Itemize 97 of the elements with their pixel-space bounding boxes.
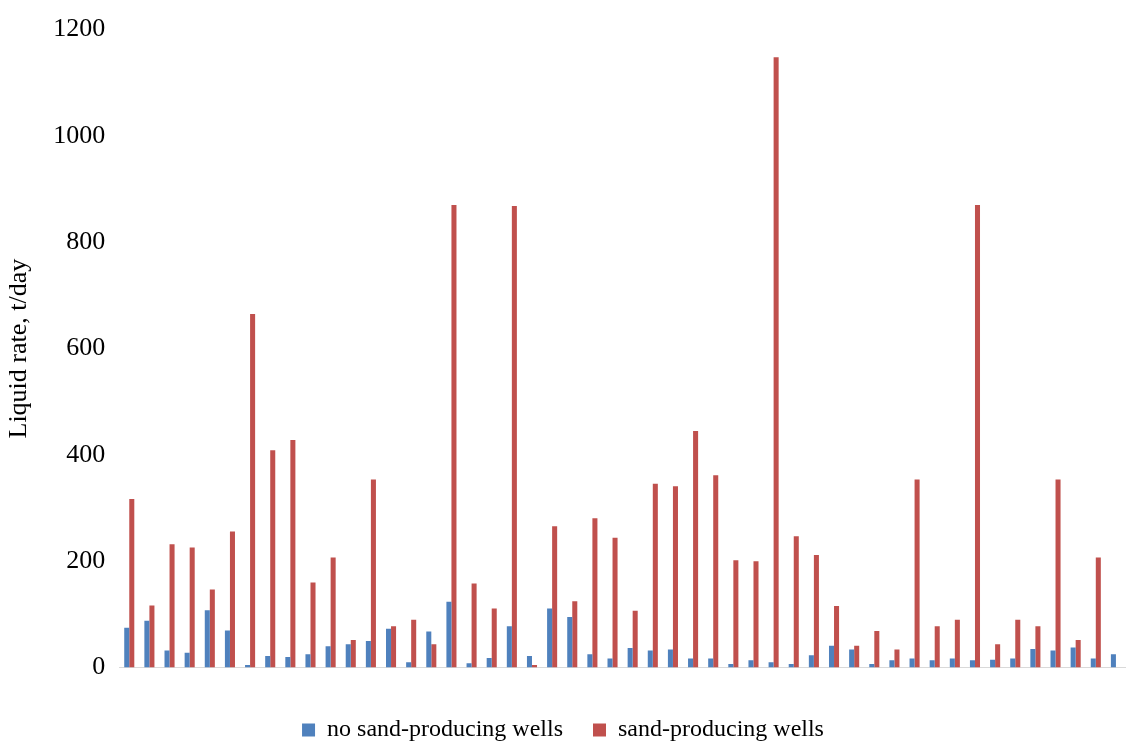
bar [365,641,371,668]
bar [149,605,155,668]
bar [753,561,759,668]
bar [451,205,457,668]
bar [693,431,699,668]
bar [370,479,376,668]
bar [224,630,230,668]
bar [828,645,835,668]
bar [526,655,532,668]
bar [270,450,276,668]
bar [854,645,860,668]
bar [974,205,981,668]
bar [386,628,392,668]
bar [768,662,774,668]
bar [894,649,900,668]
y-tick-label: 200 [66,545,106,575]
bar [995,644,1001,668]
bar [446,601,452,668]
bar [627,647,633,668]
bar [350,639,356,668]
bar [793,536,799,668]
y-tick-label: 400 [66,438,106,468]
y-tick-label: 0 [92,651,106,681]
bar [290,440,296,668]
bar [592,518,598,668]
bar [954,619,960,668]
bar [808,655,814,668]
bar [914,479,920,668]
bar [124,627,130,668]
y-tick-label: 1200 [53,13,106,43]
bar [285,656,291,668]
bar [813,554,819,668]
bar [209,589,215,668]
bar [889,660,895,668]
bar [250,314,256,668]
bar [310,582,316,668]
bar [330,557,336,668]
bar [934,626,940,668]
bar [406,662,412,668]
bar [572,601,578,668]
legend-label: sand-producing wells [618,715,824,742]
bar [969,660,975,668]
bar [652,483,658,668]
bar [547,608,553,668]
bar [1050,650,1056,668]
bar [204,610,210,668]
bar [834,605,840,668]
bar [506,626,512,668]
bar [511,206,517,668]
bar [849,649,855,668]
bar [391,626,397,668]
bar [1075,639,1081,668]
bar [325,646,331,668]
bar [184,652,190,668]
bar [466,663,472,668]
bar [713,475,719,668]
y-tick-label: 800 [66,226,106,256]
bar [748,660,754,668]
bar [567,617,573,668]
bar [471,583,477,668]
bar [1015,619,1021,668]
bar [164,650,170,668]
y-tick-label: 1000 [53,119,106,149]
bar [1110,654,1116,668]
bar [552,526,558,668]
bar [1095,557,1101,668]
bar [733,560,739,668]
bar [486,658,492,668]
y-tick-label: 600 [66,332,106,362]
bar [647,650,653,668]
y-axis-title: Liquid rate, t/day [3,258,33,439]
bar [491,608,497,668]
bar [305,654,311,668]
bar [1035,626,1041,668]
bar [345,644,351,668]
bar [632,610,638,668]
bar [672,486,678,668]
bar [426,631,432,668]
bar [929,660,935,668]
bar [587,654,593,668]
bar [1030,648,1036,668]
bar [667,649,673,668]
bar [773,57,779,668]
legend-label: no sand-producing wells [327,715,564,742]
bar [431,644,437,668]
bar [169,544,175,668]
bar [1070,647,1076,668]
bar [144,620,150,668]
bar [229,531,235,668]
bar [874,630,880,668]
bar [1055,479,1061,668]
bar [189,547,195,668]
bar [607,658,613,668]
bar [129,499,135,668]
bar [411,619,417,668]
bar [612,537,618,668]
bar [265,655,271,668]
